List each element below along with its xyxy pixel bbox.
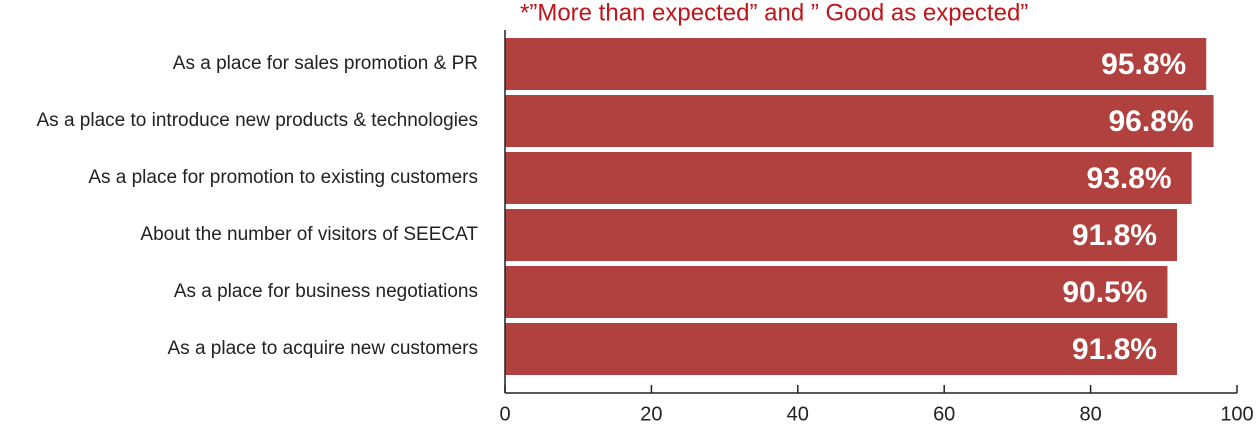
value-label: 90.5% [1062, 276, 1147, 309]
category-label: As a place to acquire new customers [168, 338, 479, 359]
value-label: 95.8% [1101, 48, 1186, 81]
bar [505, 38, 1207, 90]
x-tick-label: 40 [787, 403, 809, 425]
category-label: As a place for promotion to existing cus… [88, 167, 478, 188]
x-tick-label: 100 [1220, 403, 1253, 425]
value-label: 93.8% [1087, 162, 1172, 195]
bar [505, 323, 1177, 375]
bar [505, 209, 1177, 261]
bar [505, 266, 1168, 318]
x-tick-label: 20 [640, 403, 662, 425]
x-tick-label: 60 [933, 403, 955, 425]
x-tick-label: 0 [499, 403, 510, 425]
category-label: As a place for sales promotion & PR [173, 53, 478, 74]
annotation: *”More than expected” and ” Good as expe… [520, 0, 1028, 26]
value-label: 96.8% [1108, 105, 1193, 138]
category-label: As a place to introduce new products & t… [37, 110, 479, 131]
category-label: About the number of visitors of SEECAT [140, 224, 478, 245]
value-label: 91.8% [1072, 333, 1157, 366]
category-label: As a place for business negotiations [174, 281, 478, 302]
value-label: 91.8% [1072, 219, 1157, 252]
bar [505, 152, 1192, 204]
x-tick-label: 80 [1079, 403, 1101, 425]
bar [505, 95, 1214, 147]
